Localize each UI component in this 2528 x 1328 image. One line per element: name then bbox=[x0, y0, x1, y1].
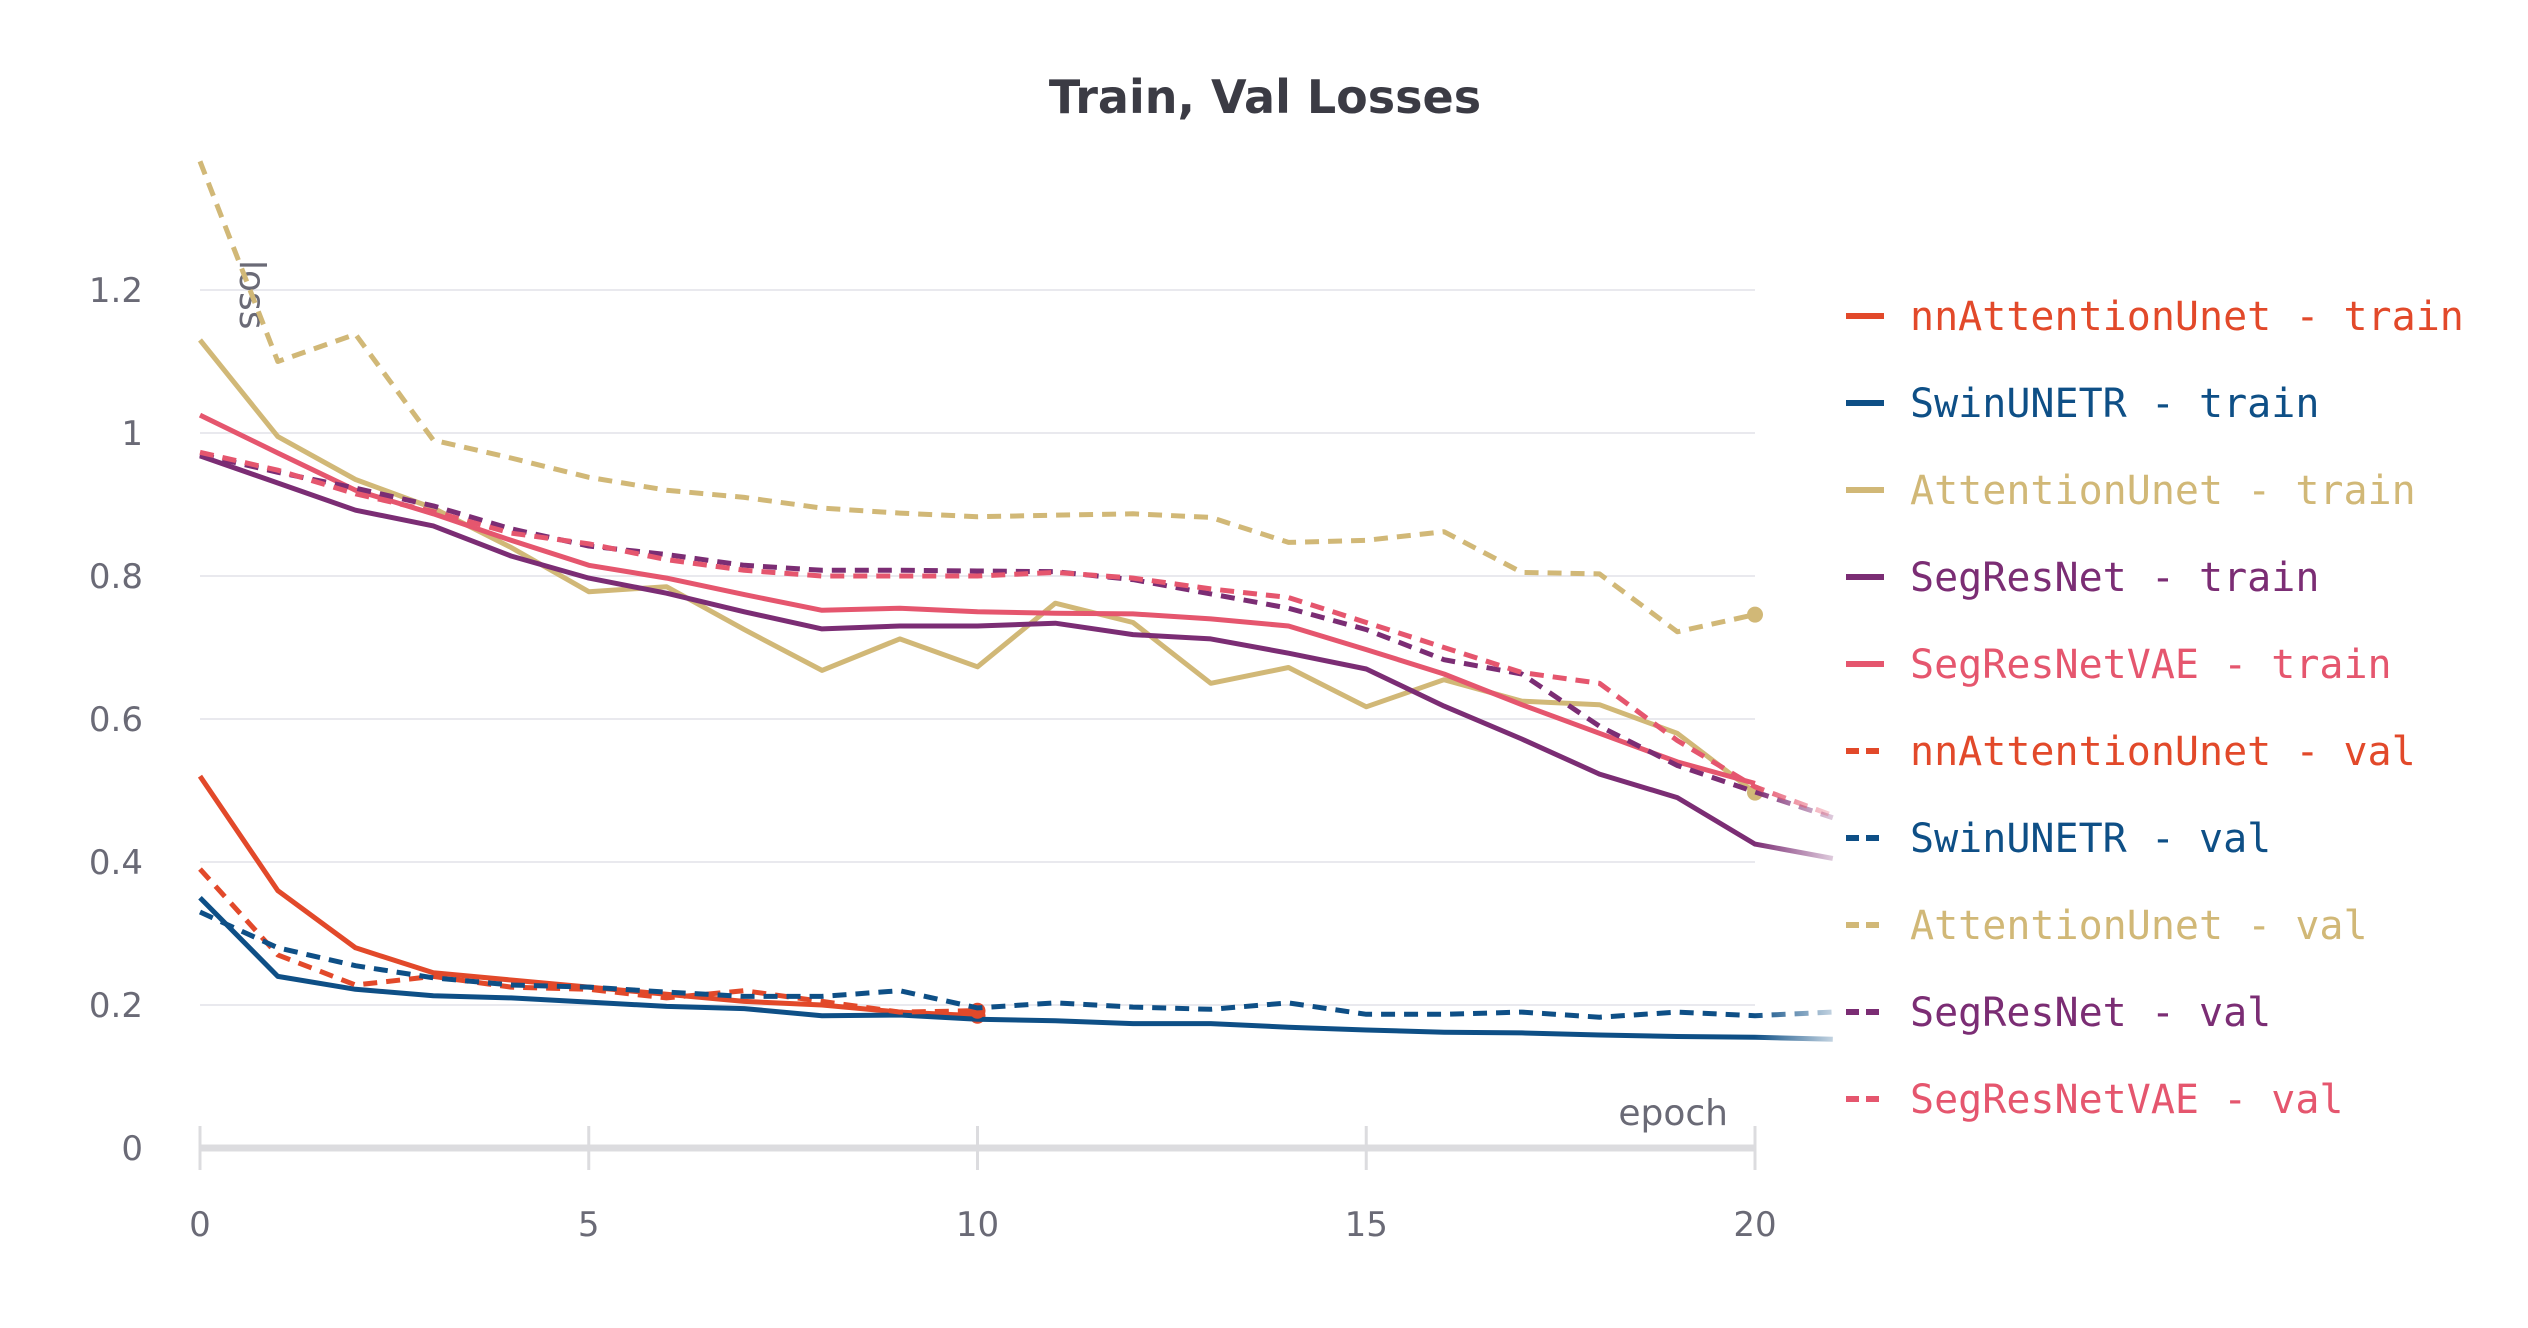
series-line bbox=[198, 909, 1833, 1020]
series-line bbox=[197, 774, 978, 1019]
x-tick-label: 10 bbox=[956, 1205, 999, 1245]
x-axis-label: epoch bbox=[1618, 1093, 1728, 1134]
legend-item[interactable]: nnAttentionUnet - train bbox=[1846, 294, 2464, 340]
series-line bbox=[199, 451, 1834, 821]
legend-label: AttentionUnet - train bbox=[1910, 468, 2416, 514]
series-5 bbox=[198, 867, 986, 1019]
series-6 bbox=[198, 909, 1833, 1020]
series-line bbox=[199, 449, 1834, 818]
y-tick-label: 0.2 bbox=[89, 986, 143, 1026]
grid-lines bbox=[200, 289, 1755, 1006]
legend-item[interactable]: SegResNetVAE - train bbox=[1846, 642, 2392, 688]
legend-item[interactable]: SegResNetVAE - val bbox=[1846, 1077, 2343, 1123]
y-tick-label: 0 bbox=[121, 1129, 143, 1169]
series-line bbox=[198, 896, 1833, 1042]
axes: 0 0.2 0.4 0.6 0.8 1 1.2 0 5 10 15 20 bbox=[89, 271, 1777, 1245]
series-9 bbox=[199, 449, 1834, 818]
chart-title: Train, Val Losses bbox=[1049, 70, 1481, 124]
series-7 bbox=[197, 160, 1763, 635]
x-tick-label: 15 bbox=[1345, 1205, 1388, 1245]
series-line bbox=[199, 453, 1834, 861]
series-4 bbox=[198, 412, 1756, 786]
series-line bbox=[197, 160, 1756, 635]
legend-label: nnAttentionUnet - train bbox=[1910, 294, 2464, 340]
series-end-point bbox=[1747, 606, 1763, 623]
legend-item[interactable]: AttentionUnet - train bbox=[1846, 468, 2416, 514]
y-tick-label: 1 bbox=[121, 414, 143, 454]
legend-label: SwinUNETR - val bbox=[1910, 816, 2271, 862]
y-tick-label: 0.6 bbox=[89, 700, 143, 740]
series-lines bbox=[197, 160, 1834, 1042]
legend-label: nnAttentionUnet - val bbox=[1910, 729, 2416, 775]
series-line bbox=[198, 867, 978, 1015]
x-tick-label: 5 bbox=[578, 1205, 600, 1245]
series-3 bbox=[199, 453, 1834, 861]
legend-label: SegResNetVAE - train bbox=[1910, 642, 2392, 688]
legend-item[interactable]: SegResNet - train bbox=[1846, 555, 2319, 601]
y-tick-label: 0.8 bbox=[89, 557, 143, 597]
legend-item[interactable]: nnAttentionUnet - val bbox=[1846, 729, 2416, 775]
legend-label: SegResNet - val bbox=[1910, 990, 2271, 1036]
legend-label: AttentionUnet - val bbox=[1910, 903, 2368, 949]
y-tick-label: 1.2 bbox=[89, 271, 143, 311]
legend: nnAttentionUnet - train SwinUNETR - train… bbox=[1846, 294, 2464, 1123]
series-8 bbox=[199, 451, 1834, 821]
series-line bbox=[198, 412, 1756, 786]
legend-item[interactable]: SwinUNETR - train bbox=[1846, 381, 2319, 427]
series-1 bbox=[198, 896, 1833, 1042]
x-tick-label: 0 bbox=[189, 1205, 211, 1245]
legend-item[interactable]: SwinUNETR - val bbox=[1846, 816, 2271, 862]
series-line bbox=[198, 338, 1757, 795]
legend-label: SegResNet - train bbox=[1910, 555, 2319, 601]
y-tick-label: 0.4 bbox=[89, 843, 143, 883]
x-tick-label: 20 bbox=[1733, 1205, 1776, 1245]
legend-label: SwinUNETR - train bbox=[1910, 381, 2319, 427]
legend-item[interactable]: AttentionUnet - val bbox=[1846, 903, 2368, 949]
legend-label: SegResNetVAE - val bbox=[1910, 1077, 2343, 1123]
legend-item[interactable]: SegResNet - val bbox=[1846, 990, 2271, 1036]
